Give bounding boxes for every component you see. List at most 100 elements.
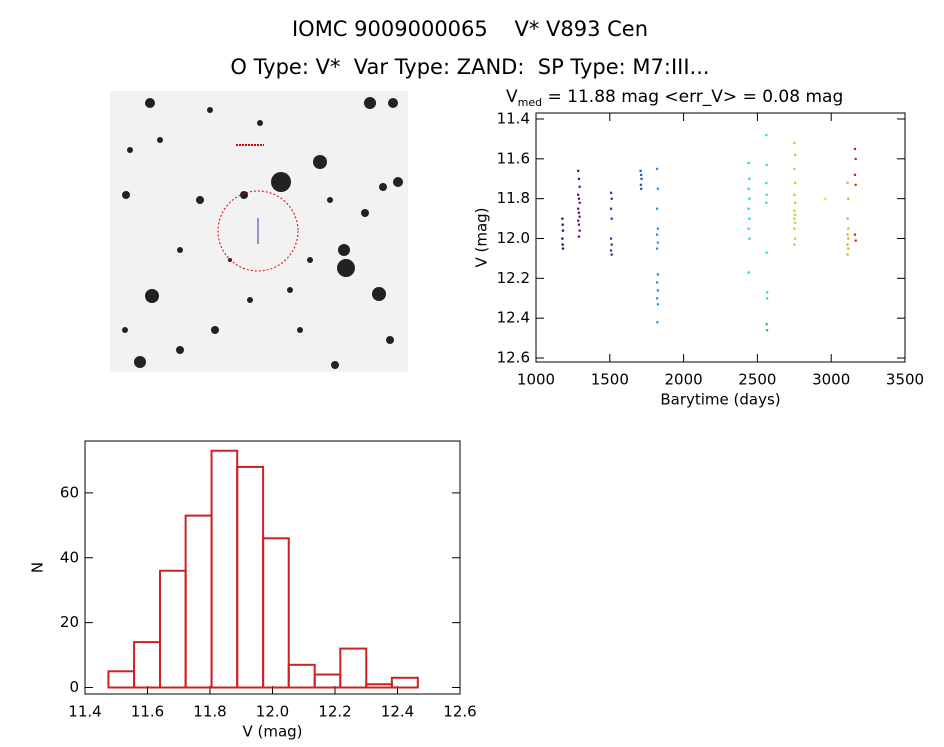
data-point (578, 185, 581, 188)
plot-title-part: = 11.88 mag <err_V> = 0.08 mag (542, 87, 843, 107)
data-point (656, 297, 659, 300)
x-tick-label: 1500 (591, 371, 629, 389)
bar (287, 663, 316, 689)
data-point (656, 289, 659, 292)
data-point (561, 223, 564, 226)
data-point (854, 183, 857, 186)
data-point (609, 207, 613, 210)
data-point (747, 271, 750, 274)
data-point (846, 253, 849, 256)
bar (107, 670, 136, 689)
plot-frame (84, 440, 461, 695)
y-axis-label: N (29, 562, 47, 573)
data-point (793, 141, 796, 145)
data-point (561, 243, 564, 246)
data-point (610, 197, 613, 200)
bar (210, 449, 239, 689)
bar (236, 465, 265, 689)
data-point (793, 217, 796, 220)
image-frame (110, 91, 408, 372)
data-point (765, 181, 768, 184)
data-point (765, 297, 769, 300)
data-point (561, 247, 565, 250)
data-point (640, 173, 643, 176)
y-tick-label: 12.6 (497, 349, 530, 367)
data-point (561, 237, 564, 240)
data-point (765, 251, 768, 254)
data-point (656, 207, 659, 210)
bar (313, 673, 342, 689)
data-point (853, 147, 857, 151)
data-point (577, 169, 580, 172)
subtitle: O Type: V* Var Type: ZAND: SP Type: M7:I… (230, 55, 709, 79)
data-point (656, 273, 659, 276)
data-point (793, 167, 796, 170)
data-point (578, 215, 581, 218)
data-point (639, 169, 642, 172)
data-point (577, 193, 580, 196)
x-tick-label: 1000 (517, 371, 555, 389)
data-point (577, 235, 581, 238)
data-point (577, 211, 581, 214)
data-point (846, 217, 849, 220)
data-point (765, 323, 768, 326)
y-tick-label: 60 (60, 483, 79, 501)
stars (122, 97, 403, 369)
plot-title-part: V (506, 87, 518, 107)
data-point (793, 193, 796, 196)
data-point (824, 197, 827, 200)
data-point (847, 197, 850, 200)
data-point (853, 233, 857, 236)
plot-frame (535, 112, 906, 363)
data-point (793, 243, 796, 246)
bar (262, 537, 290, 689)
data-point (577, 207, 580, 210)
bar (159, 569, 187, 689)
y-tick-label: 12.2 (497, 269, 530, 287)
x-axis-label: Barytime (days) (660, 391, 780, 409)
bar (339, 647, 368, 689)
x-tick-label: 3000 (812, 371, 850, 389)
data-point (656, 233, 659, 236)
data-point (793, 227, 796, 230)
data-point (747, 187, 750, 190)
bar (133, 641, 161, 689)
data-point (656, 227, 659, 230)
data-point (640, 187, 643, 190)
data-point (577, 197, 581, 200)
data-point (577, 223, 581, 226)
data-point (847, 227, 850, 230)
y-tick-label: 11.4 (497, 109, 530, 127)
data-point (639, 183, 642, 186)
data-point (656, 281, 659, 284)
data-point (765, 163, 768, 166)
x-tick-label: 2000 (665, 371, 703, 389)
x-tick-label: 11.6 (131, 703, 164, 721)
sky-image (110, 91, 408, 372)
y-tick-label: 0 (69, 678, 79, 696)
y-axis-label: V (mag) (473, 207, 491, 267)
x-tick-label: 3500 (886, 371, 924, 389)
data-point (577, 177, 581, 180)
bar (184, 514, 213, 689)
data-point (610, 217, 613, 220)
x-tick-label: 12.2 (318, 703, 351, 721)
data-point (794, 213, 797, 216)
x-axis-label: V (mag) (242, 723, 302, 741)
data-point (656, 241, 659, 244)
x-tick-label: 11.8 (193, 703, 226, 721)
data-point (853, 173, 857, 176)
plot-title: Vmed = 11.88 mag <err_V> = 0.08 mag (506, 87, 843, 109)
data-point (847, 237, 850, 240)
y-tick-label: 11.8 (497, 189, 530, 207)
data-point (794, 221, 797, 224)
data-point (609, 191, 613, 194)
x-tick-label: 11.4 (68, 703, 101, 721)
data-point (765, 201, 768, 204)
data-point (610, 243, 613, 246)
data-point (656, 167, 659, 170)
y-tick-label: 11.6 (497, 149, 530, 167)
data-point (794, 153, 797, 157)
data-point (561, 217, 564, 220)
